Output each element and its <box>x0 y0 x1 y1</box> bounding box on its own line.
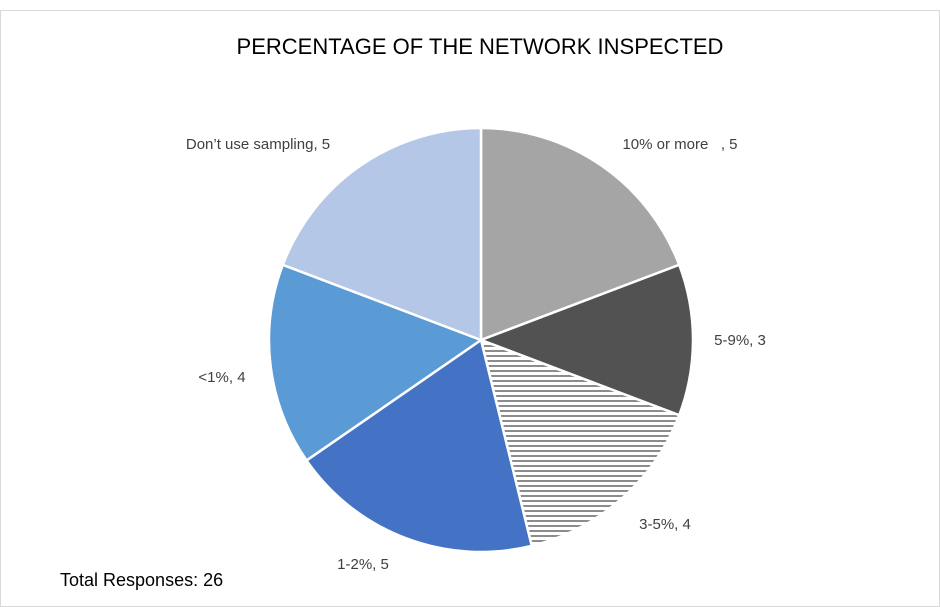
category-label: 10% or more <box>622 136 720 153</box>
value-label: , 4 <box>229 369 246 386</box>
pie-slice <box>479 337 681 548</box>
chart-title: PERCENTAGE OF THE NETWORK INSPECTED <box>237 34 724 59</box>
value-label: , 5 <box>313 136 330 153</box>
category-label: 3-5% <box>639 516 674 533</box>
data-label: 1-2%, 5 <box>337 556 389 573</box>
pie-slice <box>304 337 534 554</box>
value-label: , 5 <box>721 136 738 153</box>
value-label: , 3 <box>749 332 766 349</box>
data-label: Don’t use sampling, 5 <box>186 136 330 153</box>
pie-slice <box>479 126 681 342</box>
pie-slice <box>267 263 484 463</box>
value-label: , 4 <box>674 516 691 533</box>
data-label: <1%, 4 <box>198 369 245 386</box>
pie-slice <box>281 126 483 342</box>
data-label: 5-9%, 3 <box>714 332 766 349</box>
category-label: 5-9% <box>714 332 749 349</box>
data-label: 3-5%, 4 <box>639 516 691 533</box>
annotation: Total Responses: 26 <box>60 570 223 590</box>
value-label: , 5 <box>372 556 389 573</box>
data-label: 10% or more , 5 <box>622 136 737 153</box>
category-label: 1-2% <box>337 556 372 573</box>
pie-slice <box>477 263 695 417</box>
category-label: <1% <box>198 369 228 386</box>
category-label: Don’t use sampling <box>186 136 314 153</box>
